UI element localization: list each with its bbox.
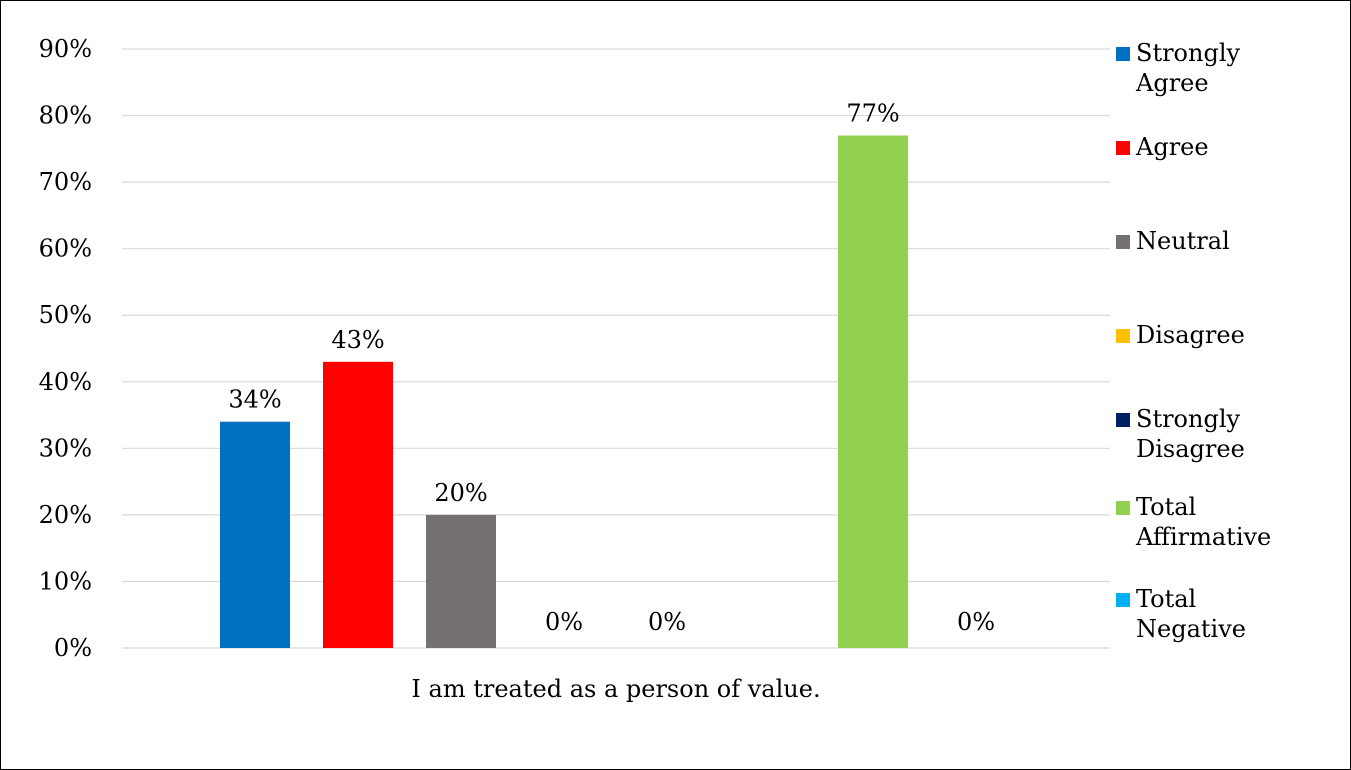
legend-label: Total Negative [1136,585,1246,643]
data-label: 77% [846,100,899,128]
y-tick-label: 80% [39,102,92,130]
legend-label: Strongly Agree [1136,39,1241,97]
legend-label: Strongly Disagree [1136,405,1245,463]
data-label: 0% [957,608,995,636]
legend-item-agree: Agree [1116,132,1346,162]
legend-swatch [1116,235,1130,249]
bar-total-affirmative [838,135,908,648]
legend-label: Total Affirmative [1136,493,1272,551]
legend-item-total-affirmative: Total Affirmative [1116,492,1346,552]
legend-item-neutral: Neutral [1116,226,1346,256]
y-tick-label: 90% [39,35,92,63]
legend-label: Neutral [1136,227,1230,255]
data-label: 0% [545,608,583,636]
x-category-label: I am treated as a person of value. [411,675,820,703]
legend-item-strongly-agree: Strongly Agree [1116,38,1346,98]
y-tick-label: 0% [54,634,92,662]
legend-swatch [1116,141,1130,155]
data-label: 0% [648,608,686,636]
y-tick-label: 50% [39,301,92,329]
data-label: 43% [331,326,384,354]
y-tick-label: 70% [39,168,92,196]
y-tick-label: 40% [39,368,92,396]
legend-swatch [1116,413,1130,427]
data-label: 34% [228,386,281,414]
y-tick-label: 60% [39,235,92,263]
legend-item-strongly-disagree: Strongly Disagree [1116,404,1346,464]
legend-item-disagree: Disagree [1116,320,1346,350]
legend-swatch [1116,329,1130,343]
bar-neutral [426,514,496,648]
y-tick-label: 10% [39,567,92,595]
y-tick-label: 30% [39,434,92,462]
legend-label: Agree [1136,133,1209,161]
legend-swatch [1116,593,1130,607]
y-tick-label: 20% [39,501,92,529]
legend-swatch [1116,47,1130,61]
legend-item-total-negative: Total Negative [1116,584,1346,644]
legend-label: Disagree [1136,321,1245,349]
data-label: 20% [434,479,487,507]
bar-agree [323,361,393,648]
bar-strongly-agree [220,421,290,648]
legend-swatch [1116,501,1130,515]
